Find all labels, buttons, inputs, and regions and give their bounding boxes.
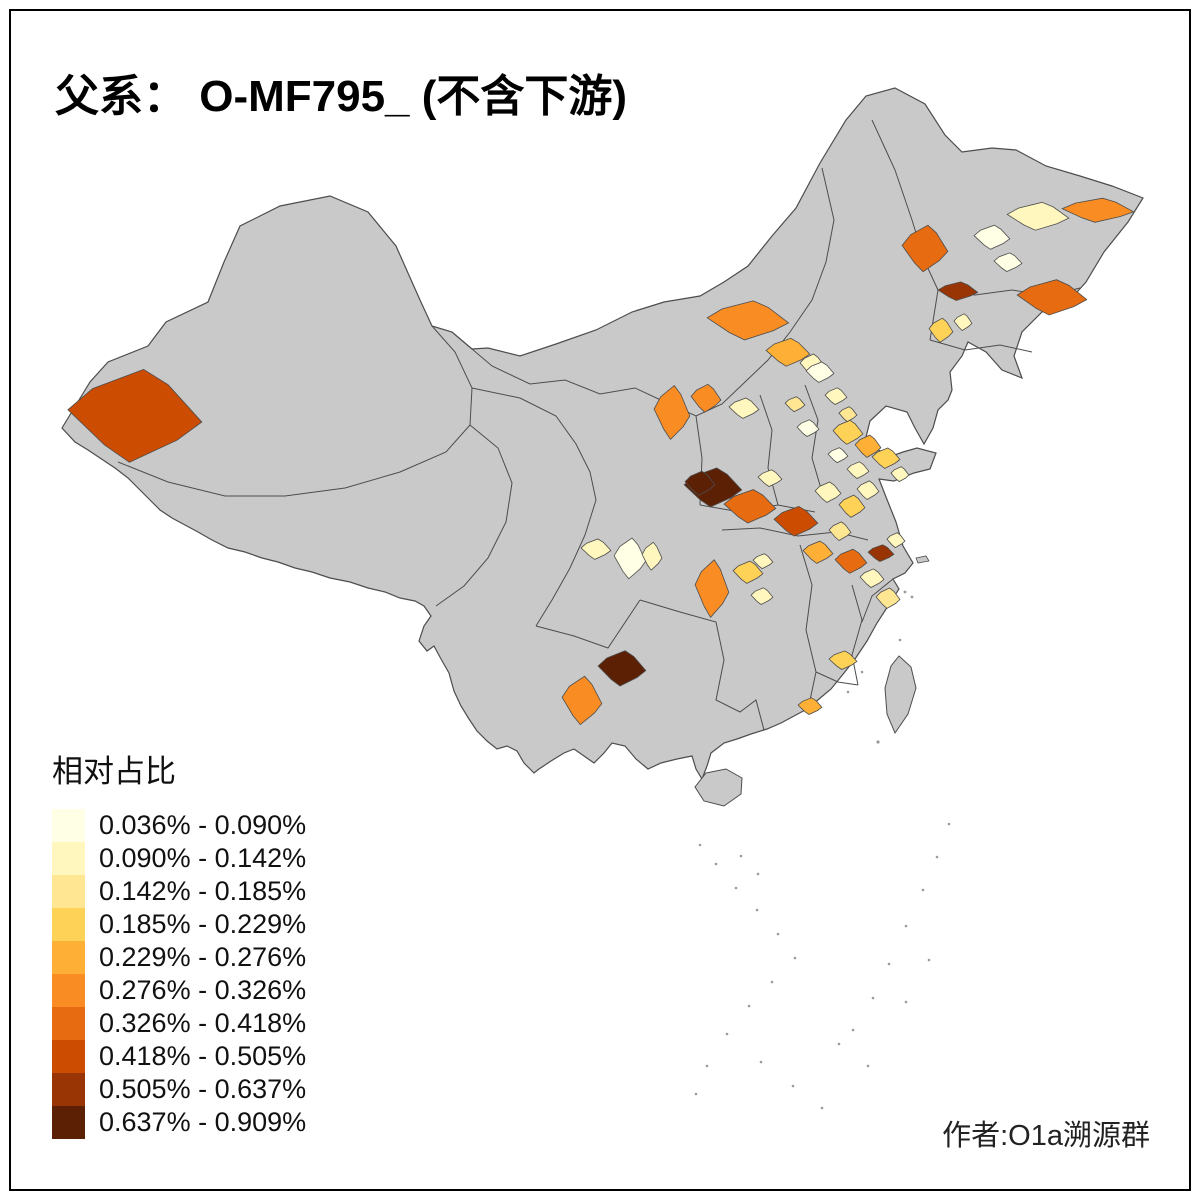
sea-islands	[694, 590, 951, 1110]
hainan-island	[694, 768, 743, 807]
map-region	[653, 385, 691, 441]
legend-item: 0.418% - 0.505%	[52, 1040, 306, 1073]
map-region	[937, 281, 979, 301]
map-region	[834, 548, 868, 574]
map-region	[859, 568, 885, 588]
legend-swatch	[52, 1073, 85, 1106]
legend-label: 0.505% - 0.637%	[99, 1074, 307, 1104]
map-region	[802, 540, 834, 564]
map-region	[728, 397, 760, 419]
map-region	[814, 481, 842, 503]
map-region	[838, 406, 858, 423]
legend-label: 0.418% - 0.505%	[99, 1041, 307, 1071]
map-region	[597, 650, 647, 687]
map-region	[723, 489, 777, 524]
legend-item: 0.326% - 0.418%	[52, 1007, 306, 1040]
map-region	[732, 560, 764, 584]
legend-item: 0.185% - 0.229%	[52, 908, 306, 941]
map-region	[993, 252, 1023, 272]
map-region	[765, 337, 811, 367]
map-region	[561, 675, 603, 726]
map-region	[838, 494, 866, 518]
legend-label: 0.142% - 0.185%	[99, 876, 307, 906]
legend-swatch	[52, 1106, 85, 1139]
legend-title: 相对占比	[52, 754, 176, 789]
mainland-shape	[61, 87, 1144, 781]
map-region	[890, 466, 910, 483]
legend: 相对占比 0.036% - 0.090% 0.090% - 0.142% 0.142…	[52, 746, 306, 1139]
map-region	[856, 480, 880, 500]
map-region	[1006, 201, 1070, 231]
legend-label: 0.326% - 0.418%	[99, 1008, 307, 1038]
map-region	[796, 419, 820, 437]
islands	[694, 555, 930, 807]
legend-label: 0.276% - 0.326%	[99, 975, 307, 1005]
legend-item: 0.142% - 0.185%	[52, 875, 306, 908]
legend-label: 0.036% - 0.090%	[99, 810, 307, 840]
map-region	[1061, 197, 1135, 223]
map-region	[973, 224, 1011, 250]
legend-swatch	[52, 974, 85, 1007]
map-region	[854, 434, 882, 458]
legend-swatch	[52, 941, 85, 974]
legend-item: 0.090% - 0.142%	[52, 842, 306, 875]
legend-swatch	[52, 875, 85, 908]
map-region	[750, 587, 774, 605]
map-region	[67, 368, 203, 463]
map-region	[827, 447, 849, 464]
map-region	[871, 447, 901, 469]
legend-items: 0.036% - 0.090% 0.090% - 0.142% 0.142% - 0…	[52, 809, 306, 1139]
map-region	[706, 300, 790, 341]
map-region	[684, 470, 716, 496]
legend-swatch	[52, 1040, 85, 1073]
map-region	[641, 541, 663, 571]
legend-item: 0.276% - 0.326%	[52, 974, 306, 1007]
map-region	[867, 544, 895, 562]
map-region	[690, 383, 722, 413]
map-region	[875, 587, 901, 609]
map-region	[784, 396, 806, 413]
map-region	[580, 538, 612, 560]
legend-swatch	[52, 908, 85, 941]
map-region	[805, 361, 835, 383]
map-region	[846, 461, 870, 479]
map-region	[752, 553, 774, 570]
map-region	[694, 559, 730, 618]
map-region	[901, 224, 949, 273]
map-regions	[67, 197, 1135, 726]
author-credit: 作者:O1a溯源群	[942, 1120, 1150, 1152]
page-title: 父系： O-MF795_ (不含下游)	[55, 72, 628, 121]
legend-swatch	[52, 809, 85, 842]
map-region	[1016, 279, 1088, 316]
legend-item: 0.036% - 0.090%	[52, 809, 306, 842]
taiwan-island	[884, 655, 917, 735]
map-region	[828, 650, 858, 670]
legend-label: 0.185% - 0.229%	[99, 909, 307, 939]
legend-label: 0.229% - 0.276%	[99, 942, 307, 972]
map-region	[928, 317, 954, 343]
legend-label: 0.090% - 0.142%	[99, 843, 307, 873]
legend-item: 0.637% - 0.909%	[52, 1106, 306, 1139]
map-region	[824, 387, 848, 405]
legend-item: 0.229% - 0.276%	[52, 941, 306, 974]
map-region	[773, 505, 819, 537]
legend-item: 0.505% - 0.637%	[52, 1073, 306, 1106]
legend-swatch	[52, 1007, 85, 1040]
map-region	[757, 469, 783, 487]
map-region	[886, 532, 906, 549]
map-region	[613, 537, 647, 580]
map-region	[953, 313, 973, 332]
legend-swatch	[52, 842, 85, 875]
map-region	[832, 419, 864, 445]
map-region	[828, 521, 852, 541]
map-region	[797, 697, 823, 715]
chongming-island	[915, 555, 930, 564]
china-outline	[61, 87, 1144, 781]
legend-label: 0.637% - 0.909%	[99, 1107, 307, 1137]
